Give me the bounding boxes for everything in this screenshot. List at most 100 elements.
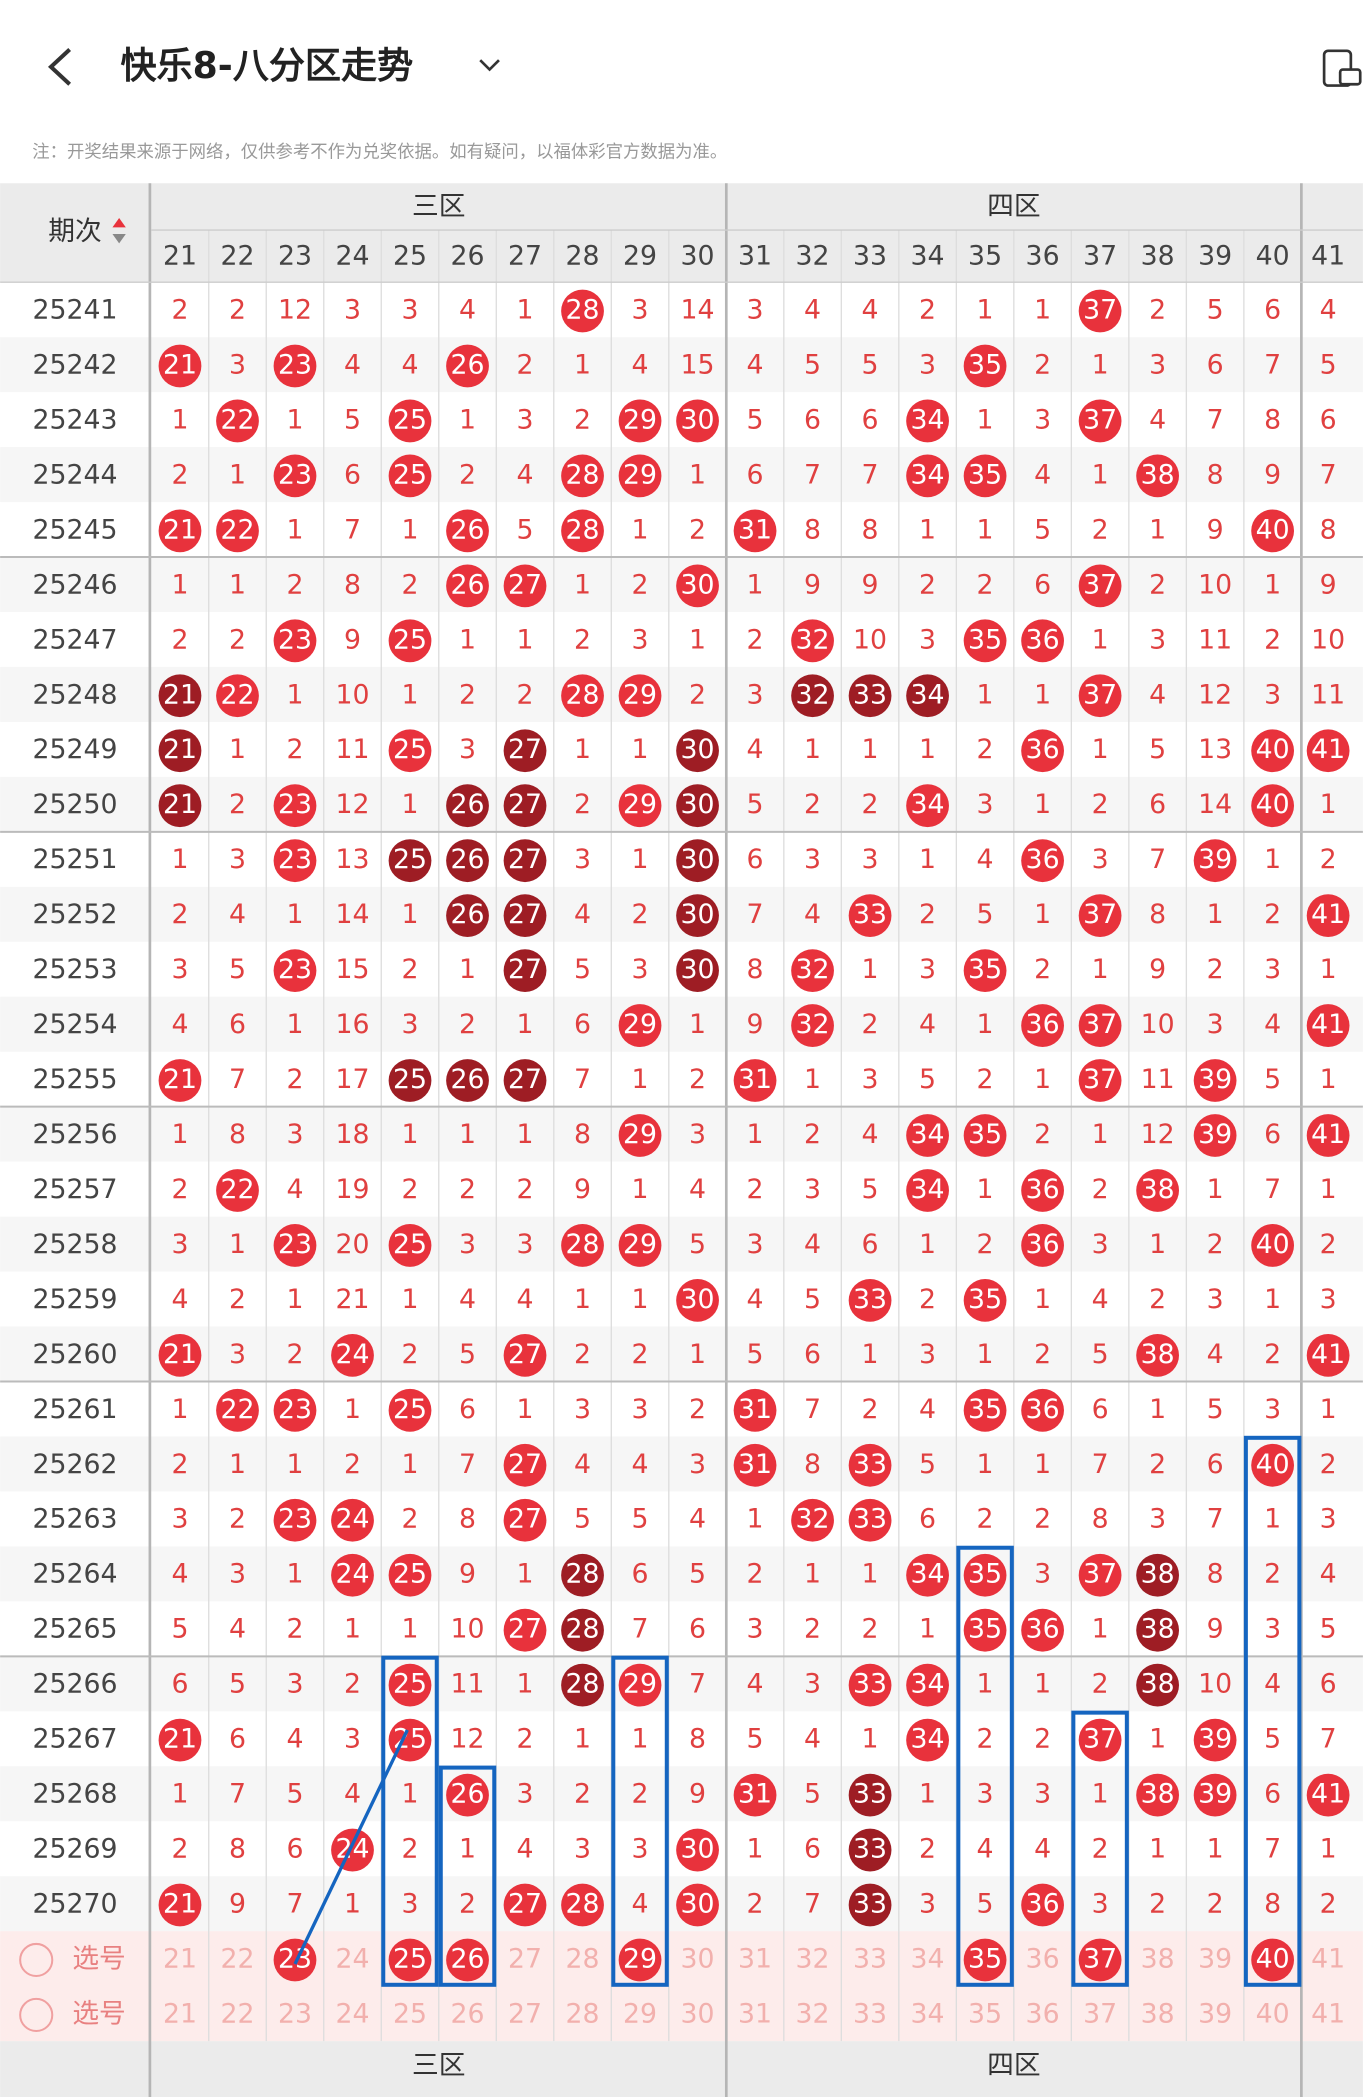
select-number[interactable]: 28	[566, 1998, 600, 2029]
miss-count: 2	[1092, 1834, 1109, 1865]
miss-count: 2	[1149, 1449, 1166, 1480]
select-number[interactable]: 31	[738, 1943, 772, 1974]
hit-number: 26	[451, 514, 485, 545]
miss-count: 4	[286, 1724, 303, 1755]
select-number[interactable]: 36	[1026, 1998, 1060, 2029]
select-number[interactable]: 35	[968, 1943, 1002, 1974]
miss-count: 1	[229, 569, 246, 600]
issue: 25264	[32, 1559, 117, 1590]
hit-ball	[1251, 729, 1295, 773]
hit-number: 35	[968, 1614, 1002, 1645]
select-number[interactable]: 29	[623, 1943, 657, 1974]
select-number[interactable]: 24	[335, 1943, 369, 1974]
select-number[interactable]: 25	[393, 1998, 427, 2029]
hit-number: 23	[278, 459, 312, 490]
hit-number: 33	[853, 1889, 887, 1920]
select-number[interactable]: 41	[1311, 1998, 1345, 2029]
select-number[interactable]: 32	[796, 1943, 830, 1974]
miss-count: 2	[171, 1834, 188, 1865]
miss-count: 6	[632, 1559, 649, 1590]
select-number[interactable]: 36	[1026, 1943, 1060, 1974]
miss-count: 3	[1149, 624, 1166, 655]
select-number[interactable]: 34	[911, 1943, 945, 1974]
back-button[interactable]	[47, 48, 72, 86]
select-number[interactable]: 30	[681, 1998, 715, 2029]
select-number[interactable]: 34	[911, 1998, 945, 2029]
hit-number: 33	[853, 1669, 887, 1700]
title-dropdown[interactable]	[479, 59, 500, 72]
hit-number: 27	[508, 1614, 542, 1645]
hit-ball	[446, 839, 489, 883]
hit-ball	[1251, 1443, 1295, 1487]
miss-count: 2	[574, 789, 591, 820]
select-number[interactable]: 40	[1256, 1943, 1290, 1974]
issue-header: 期次	[48, 216, 101, 247]
select-number[interactable]: 38	[1141, 1998, 1175, 2029]
hit-ball	[1306, 1004, 1350, 1047]
miss-count: 5	[919, 1064, 936, 1095]
miss-count: 7	[1264, 349, 1281, 380]
select-number[interactable]: 33	[853, 1998, 887, 2029]
hit-ball	[503, 1443, 547, 1487]
hit-ball	[618, 1224, 662, 1267]
select-number[interactable]: 32	[796, 1998, 830, 2029]
select-number[interactable]: 35	[968, 1998, 1002, 2029]
select-number[interactable]: 26	[451, 1998, 485, 2029]
hit-number: 30	[681, 1889, 715, 1920]
select-number[interactable]: 23	[278, 1998, 312, 2029]
miss-count: 10	[451, 1614, 485, 1645]
miss-count: 1	[632, 844, 649, 875]
select-number[interactable]: 37	[1083, 1943, 1117, 1974]
hit-number: 33	[853, 899, 887, 930]
miss-count: 3	[459, 1229, 476, 1260]
select-number[interactable]: 29	[623, 1998, 657, 2029]
select-number[interactable]: 30	[681, 1943, 715, 1974]
select-number[interactable]: 28	[566, 1943, 600, 1974]
hit-ball	[503, 564, 547, 608]
hit-ball	[618, 454, 662, 498]
select-number[interactable]: 27	[508, 1998, 542, 2029]
issue: 25260	[32, 1339, 117, 1370]
hit-number: 22	[220, 1394, 254, 1425]
hit-ball	[331, 1498, 374, 1542]
select-number[interactable]: 33	[853, 1943, 887, 1974]
miss-count: 6	[1264, 1779, 1281, 1810]
select-number[interactable]: 39	[1198, 1998, 1232, 2029]
select-number[interactable]: 26	[451, 1943, 485, 1974]
select-number[interactable]: 21	[163, 1998, 197, 2029]
miss-count: 7	[1264, 1834, 1281, 1865]
miss-count: 3	[1264, 954, 1281, 985]
select-number[interactable]: 21	[163, 1943, 197, 1974]
select-number[interactable]: 40	[1256, 1998, 1290, 2029]
select-number[interactable]: 31	[738, 1998, 772, 2029]
miss-count: 5	[517, 514, 534, 545]
hit-ball	[618, 674, 662, 718]
miss-count: 3	[344, 295, 361, 326]
select-radio[interactable]	[19, 1942, 54, 1978]
hit-number: 30	[681, 899, 715, 930]
rotate-icon[interactable]	[1322, 49, 1362, 87]
hit-ball	[848, 894, 892, 938]
select-number[interactable]: 22	[220, 1943, 254, 1974]
miss-count: 2	[1092, 514, 1109, 545]
select-number[interactable]: 23	[278, 1943, 312, 1974]
select-number[interactable]: 27	[508, 1943, 542, 1974]
hit-number: 30	[681, 1284, 715, 1315]
select-number[interactable]: 38	[1141, 1943, 1175, 1974]
select-number[interactable]: 37	[1083, 1998, 1117, 2029]
miss-count: 2	[1092, 789, 1109, 820]
select-radio[interactable]	[19, 1997, 54, 2033]
miss-count: 1	[1034, 1669, 1051, 1700]
select-number[interactable]: 41	[1311, 1943, 1345, 1974]
select-number[interactable]: 25	[393, 1943, 427, 1974]
miss-count: 11	[451, 1669, 485, 1700]
hit-number: 30	[681, 789, 715, 820]
select-number[interactable]: 24	[335, 1998, 369, 2029]
hit-ball	[618, 1004, 662, 1047]
hit-number: 24	[335, 1339, 369, 1370]
miss-count: 1	[1264, 1284, 1281, 1315]
miss-count: 9	[747, 1009, 764, 1040]
selected-ball	[618, 1938, 662, 1982]
select-number[interactable]: 22	[220, 1998, 254, 2029]
select-number[interactable]: 39	[1198, 1943, 1232, 1974]
